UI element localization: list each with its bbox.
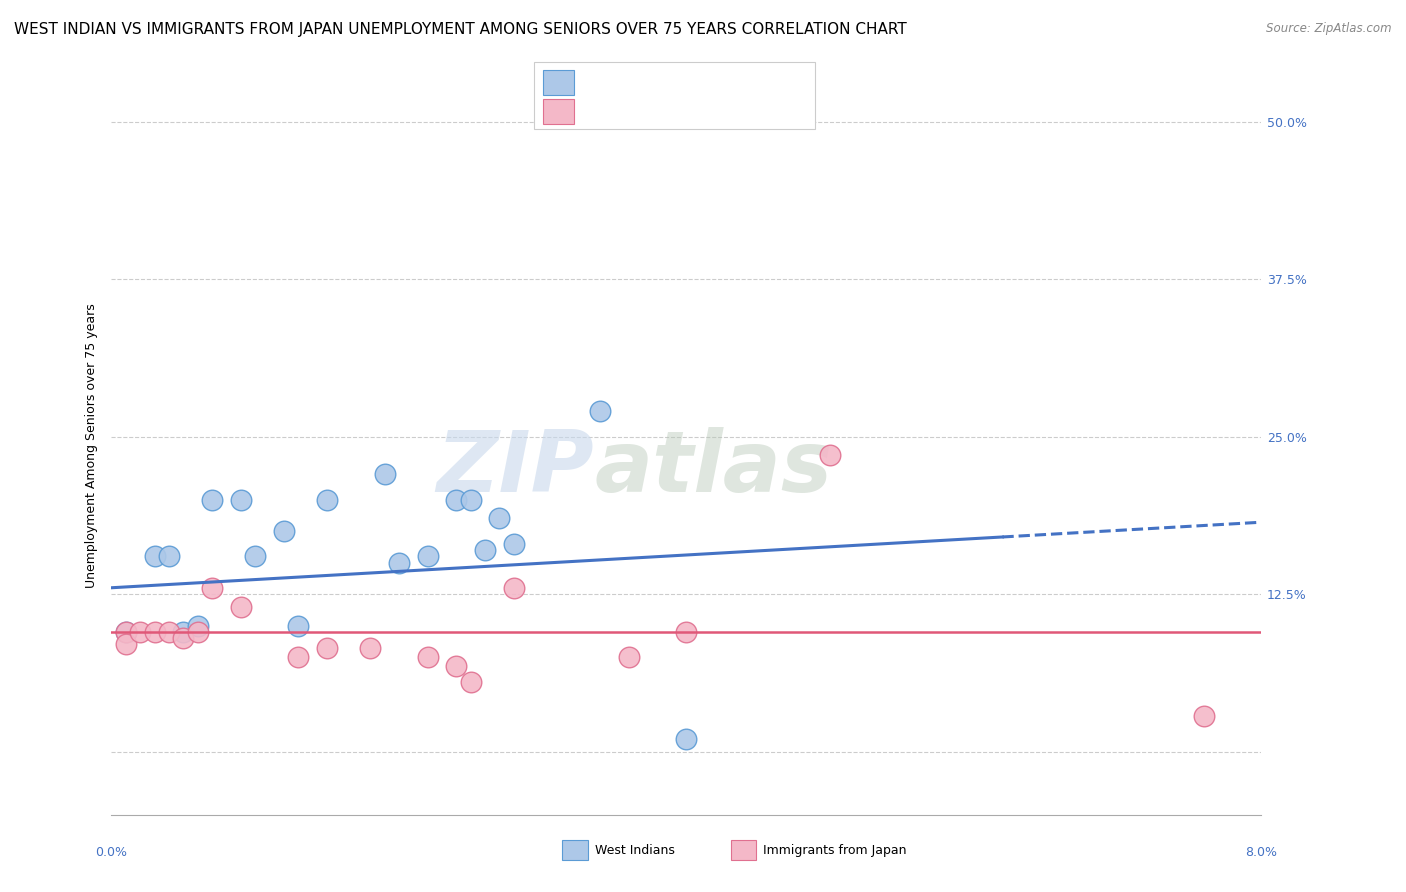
Point xyxy=(488,511,510,525)
Point xyxy=(818,449,841,463)
Point xyxy=(187,618,209,632)
Text: 20: 20 xyxy=(700,104,721,119)
Text: 21: 21 xyxy=(700,75,721,89)
Text: 0.0%: 0.0% xyxy=(96,846,128,859)
Point xyxy=(474,543,496,558)
Point xyxy=(201,581,224,595)
Point xyxy=(229,599,252,614)
Point xyxy=(617,650,640,665)
Point xyxy=(675,624,697,639)
Point xyxy=(201,492,224,507)
Point xyxy=(115,624,138,639)
Text: N =: N = xyxy=(655,104,699,119)
Point xyxy=(273,524,295,538)
Y-axis label: Unemployment Among Seniors over 75 years: Unemployment Among Seniors over 75 years xyxy=(86,303,98,589)
Point xyxy=(460,675,482,690)
Text: N =: N = xyxy=(655,75,699,89)
Point xyxy=(172,624,194,639)
Point xyxy=(373,467,395,482)
Point xyxy=(143,549,166,564)
Point xyxy=(460,492,482,507)
Point xyxy=(115,624,138,639)
Point xyxy=(316,641,339,656)
Point xyxy=(388,556,411,570)
Point xyxy=(187,624,209,639)
Point xyxy=(143,624,166,639)
Text: 0.070: 0.070 xyxy=(616,75,664,89)
Text: WEST INDIAN VS IMMIGRANTS FROM JAPAN UNEMPLOYMENT AMONG SENIORS OVER 75 YEARS CO: WEST INDIAN VS IMMIGRANTS FROM JAPAN UNE… xyxy=(14,22,907,37)
Text: atlas: atlas xyxy=(595,426,832,509)
Text: ZIP: ZIP xyxy=(437,426,595,509)
Point xyxy=(115,637,138,651)
Text: Source: ZipAtlas.com: Source: ZipAtlas.com xyxy=(1267,22,1392,36)
Point xyxy=(416,549,439,564)
Text: West Indians: West Indians xyxy=(595,844,675,856)
Text: Immigrants from Japan: Immigrants from Japan xyxy=(763,844,907,856)
Point xyxy=(172,631,194,645)
Point xyxy=(245,549,267,564)
Point xyxy=(502,581,524,595)
Point xyxy=(316,492,339,507)
Point xyxy=(129,624,152,639)
Point xyxy=(416,650,439,665)
Point xyxy=(675,731,697,746)
Point xyxy=(446,658,468,673)
Point xyxy=(359,641,381,656)
Text: R =: R = xyxy=(581,75,614,89)
Text: R =: R = xyxy=(581,104,614,119)
Point xyxy=(287,618,309,632)
Point xyxy=(157,549,180,564)
Text: 0.005: 0.005 xyxy=(616,104,664,119)
Point xyxy=(1192,709,1215,723)
Point xyxy=(157,624,180,639)
Point xyxy=(287,650,309,665)
Point xyxy=(589,404,612,418)
Text: 8.0%: 8.0% xyxy=(1246,846,1277,859)
Point xyxy=(229,492,252,507)
Point xyxy=(502,536,524,550)
Point xyxy=(446,492,468,507)
